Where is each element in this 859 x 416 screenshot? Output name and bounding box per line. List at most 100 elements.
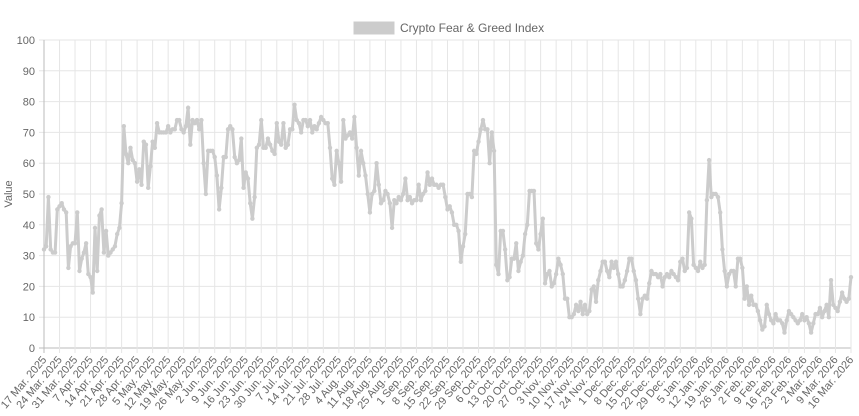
data-point[interactable] (502, 247, 508, 252)
data-point[interactable] (188, 142, 193, 147)
data-point[interactable] (693, 265, 699, 271)
data-point[interactable] (210, 148, 215, 154)
data-point[interactable] (279, 142, 284, 147)
data-point[interactable] (587, 308, 592, 314)
data-point[interactable] (804, 315, 809, 320)
data-point[interactable] (310, 130, 315, 135)
data-point[interactable] (667, 274, 672, 280)
data-point[interactable] (536, 247, 541, 252)
data-point[interactable] (469, 194, 475, 200)
data-point[interactable] (314, 127, 319, 132)
data-point[interactable] (192, 120, 197, 126)
data-point[interactable] (680, 256, 685, 261)
data-point[interactable] (378, 201, 384, 206)
data-point[interactable] (662, 274, 667, 280)
data-point[interactable] (819, 315, 825, 320)
data-point[interactable] (675, 278, 681, 283)
data-point[interactable] (474, 151, 479, 157)
data-point[interactable] (425, 170, 430, 175)
data-point[interactable] (201, 161, 206, 166)
data-point[interactable] (573, 302, 579, 308)
data-point[interactable] (403, 176, 408, 181)
data-point[interactable] (296, 120, 302, 126)
data-point[interactable] (352, 114, 357, 120)
data-point[interactable] (367, 210, 373, 215)
data-point[interactable] (565, 296, 570, 301)
data-point[interactable] (230, 127, 235, 132)
data-point[interactable] (655, 274, 661, 280)
data-point[interactable] (436, 185, 441, 191)
data-point[interactable] (110, 247, 115, 252)
data-point[interactable] (407, 194, 413, 200)
data-point[interactable] (177, 117, 182, 123)
data-point[interactable] (44, 244, 49, 249)
data-point[interactable] (95, 268, 100, 274)
data-point[interactable] (101, 250, 107, 255)
data-point[interactable] (216, 207, 222, 212)
data-point[interactable] (607, 274, 612, 280)
data-point[interactable] (753, 302, 758, 308)
data-point[interactable] (305, 124, 311, 129)
data-point[interactable] (281, 120, 286, 126)
data-point[interactable] (786, 308, 792, 314)
data-point[interactable] (682, 268, 687, 274)
data-point[interactable] (119, 201, 124, 206)
data-point[interactable] (420, 191, 426, 197)
data-point[interactable] (731, 268, 736, 274)
data-point[interactable] (330, 176, 335, 181)
data-point[interactable] (824, 302, 829, 308)
data-point[interactable] (706, 157, 712, 163)
data-point[interactable] (777, 318, 783, 323)
data-point[interactable] (117, 225, 122, 231)
data-point[interactable] (460, 244, 466, 249)
data-point[interactable] (764, 302, 769, 308)
data-point[interactable] (766, 311, 772, 317)
data-point[interactable] (454, 222, 459, 227)
data-point[interactable] (398, 197, 404, 203)
data-point[interactable] (713, 191, 718, 197)
data-point[interactable] (400, 191, 406, 197)
data-point[interactable] (653, 271, 659, 277)
data-point[interactable] (190, 117, 195, 123)
data-point[interactable] (802, 318, 807, 323)
data-point[interactable] (392, 197, 397, 203)
data-point[interactable] (385, 191, 390, 197)
data-point[interactable] (695, 268, 701, 274)
data-point[interactable] (569, 315, 574, 320)
data-point[interactable] (602, 259, 608, 264)
data-point[interactable] (485, 127, 490, 132)
data-point[interactable] (55, 207, 60, 212)
data-point[interactable] (593, 299, 599, 304)
data-point[interactable] (768, 318, 774, 323)
data-point[interactable] (784, 318, 789, 323)
data-point[interactable] (715, 194, 721, 200)
data-point[interactable] (638, 311, 643, 317)
data-point[interactable] (212, 154, 217, 160)
data-point[interactable] (336, 161, 342, 166)
data-point[interactable] (553, 271, 559, 277)
data-point[interactable] (77, 268, 82, 274)
data-point[interactable] (389, 225, 395, 231)
data-point[interactable] (128, 145, 133, 150)
data-point[interactable] (463, 231, 468, 237)
data-point[interactable] (108, 250, 113, 255)
data-point[interactable] (580, 311, 585, 317)
data-point[interactable] (143, 142, 149, 147)
data-point[interactable] (97, 213, 102, 218)
data-point[interactable] (445, 207, 450, 212)
data-point[interactable] (505, 278, 510, 283)
data-point[interactable] (835, 308, 840, 314)
data-point[interactable] (394, 201, 399, 206)
data-point[interactable] (327, 145, 333, 150)
data-point[interactable] (343, 136, 348, 141)
data-point[interactable] (545, 271, 550, 277)
data-point[interactable] (381, 197, 386, 203)
data-point[interactable] (644, 296, 650, 301)
data-point[interactable] (172, 127, 178, 132)
data-point[interactable] (558, 262, 563, 268)
data-point[interactable] (806, 321, 812, 326)
data-point[interactable] (576, 308, 581, 314)
data-point[interactable] (199, 117, 204, 123)
data-point[interactable] (620, 284, 625, 289)
data-point[interactable] (250, 216, 255, 221)
